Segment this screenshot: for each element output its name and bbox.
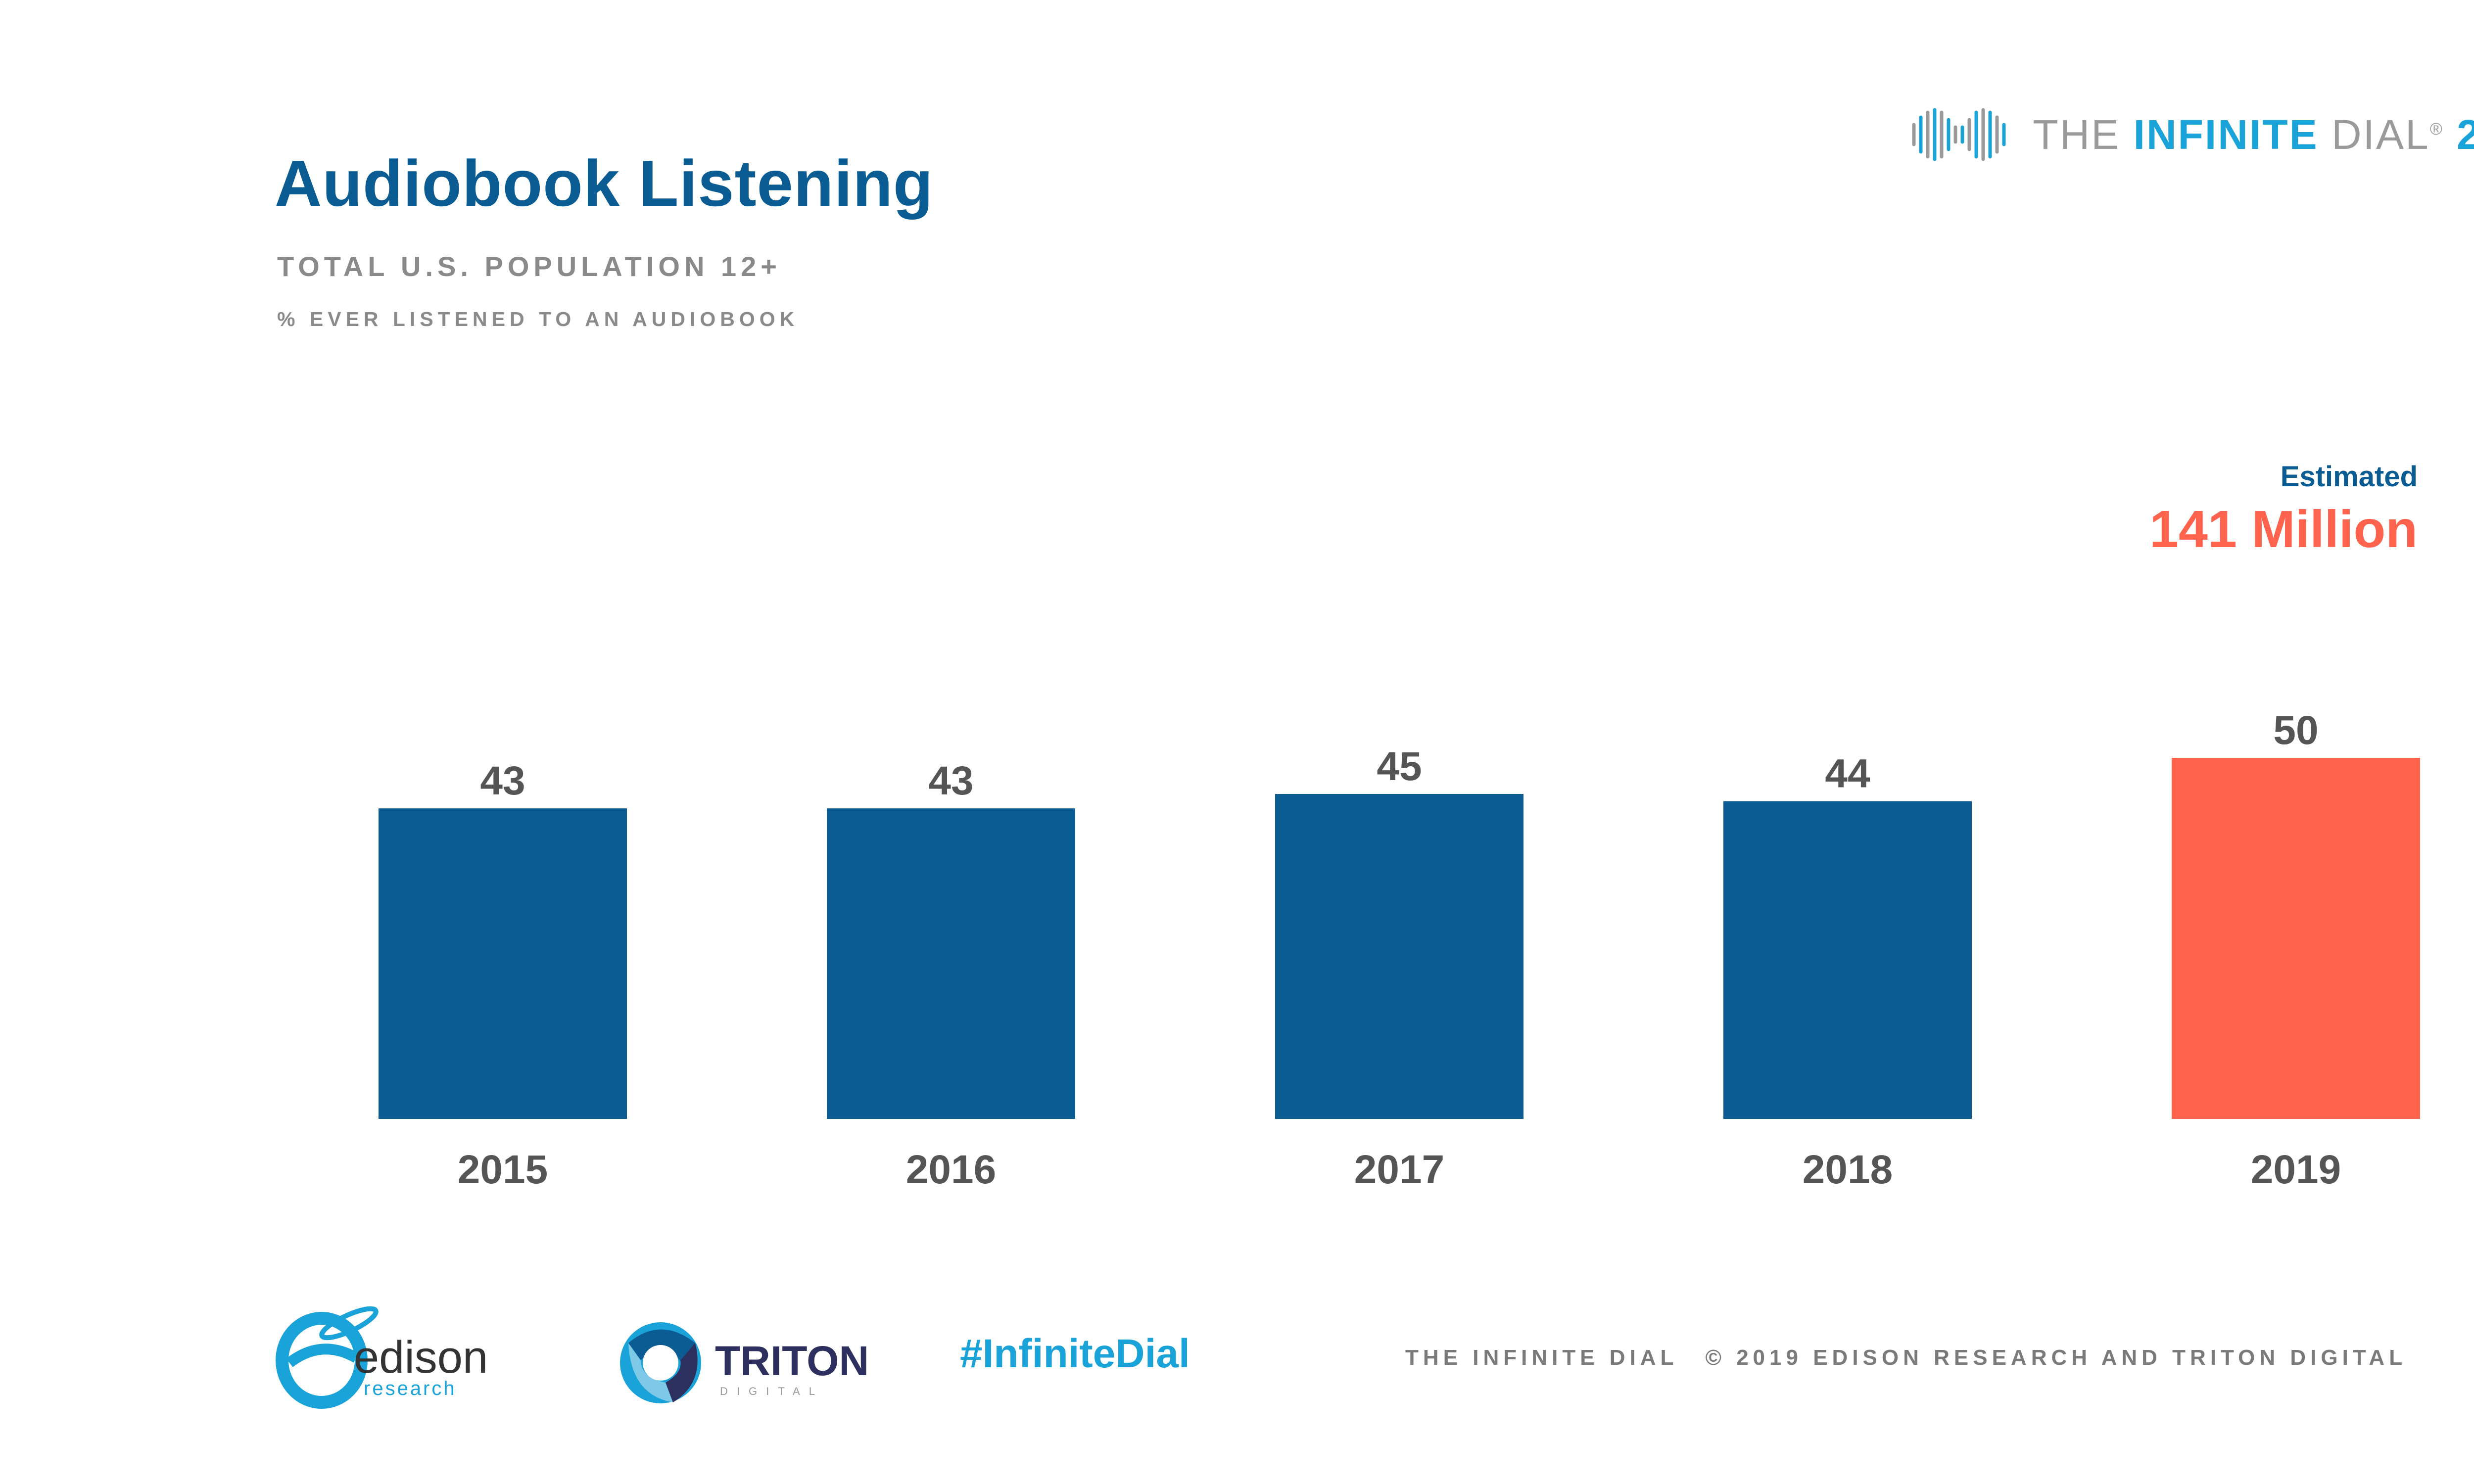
hashtag: #InfiniteDial xyxy=(960,1331,1190,1376)
value-label-2018: 44 xyxy=(1825,751,1870,796)
edison-name: edison xyxy=(354,1332,488,1383)
copyright-left: THE INFINITE DIAL xyxy=(1405,1345,1678,1370)
brand-the: THE xyxy=(2033,111,2121,158)
value-label-2017: 45 xyxy=(1377,744,1422,789)
category-label-2019: 2019 xyxy=(2251,1147,2341,1192)
edison-logo: edison research xyxy=(275,1303,502,1420)
bar-2015 xyxy=(379,808,627,1119)
bar-2016 xyxy=(827,808,1075,1119)
triton-sub: DIGITAL xyxy=(720,1385,824,1397)
bar-2017 xyxy=(1275,794,1523,1119)
triton-logo: TRITON DIGITAL xyxy=(614,1313,871,1415)
brand-wordmark: THE INFINITE DIAL® 2019 xyxy=(2033,111,2474,159)
bar-2018 xyxy=(1723,801,1972,1119)
value-label-2015: 43 xyxy=(480,758,525,803)
brand-year: 2019 xyxy=(2457,111,2474,158)
category-label-2018: 2018 xyxy=(1803,1147,1893,1192)
infinite-dial-logo-icon xyxy=(1912,108,2006,161)
triton-name: TRITON xyxy=(715,1338,869,1384)
copyright-right: © 2019 EDISON RESEARCH AND TRITON DIGITA… xyxy=(1705,1345,2407,1370)
edison-logo-icon: edison research xyxy=(276,1306,488,1409)
edison-sub: research xyxy=(364,1378,457,1399)
brand-dial: DIAL xyxy=(2331,111,2430,158)
brand-registered-mark: ® xyxy=(2429,119,2444,139)
value-label-2019: 50 xyxy=(2273,708,2318,753)
copyright: THE INFINITE DIAL © 2019 EDISON RESEARCH … xyxy=(1405,1345,2407,1370)
category-label-2016: 2016 xyxy=(906,1147,996,1192)
triton-logo-icon: TRITON DIGITAL xyxy=(620,1322,869,1403)
estimated-label: Estimated xyxy=(2280,461,2418,493)
brand-infinite: INFINITE xyxy=(2133,111,2319,158)
infinite-dial-brand: THE INFINITE DIAL® 2019 xyxy=(1909,105,2474,164)
population-subtitle: TOTAL U.S. POPULATION 12+ xyxy=(277,251,781,282)
measure-label: % EVER LISTENED TO AN AUDIOBOOK xyxy=(277,308,799,330)
estimated-value: 141 Million xyxy=(2149,500,2418,558)
page-title: Audiobook Listening xyxy=(275,147,934,220)
category-label-2015: 2015 xyxy=(458,1147,548,1192)
category-label-2017: 2017 xyxy=(1354,1147,1444,1192)
bar-2019 xyxy=(2172,758,2420,1119)
value-label-2016: 43 xyxy=(928,758,973,803)
